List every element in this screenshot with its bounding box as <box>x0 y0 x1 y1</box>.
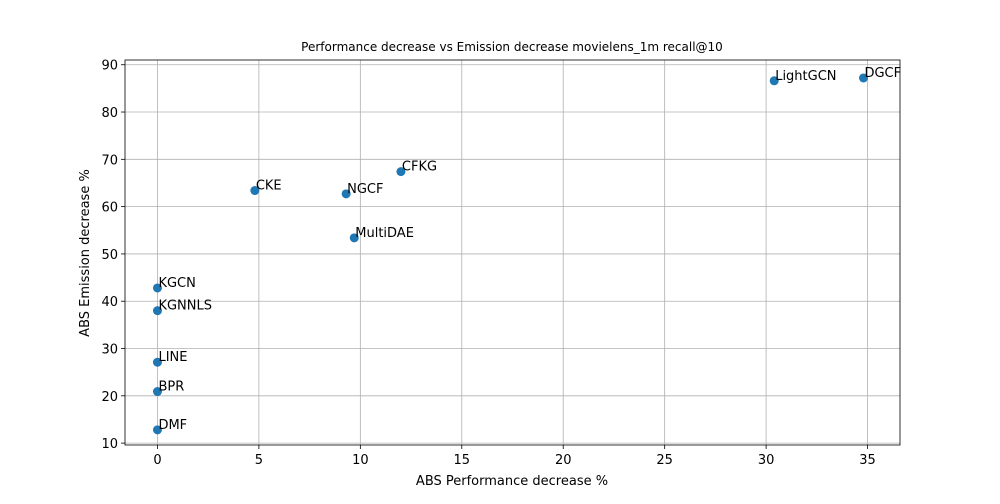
data-point <box>152 283 162 293</box>
axis-ticks: 0 5 10 15 20 25 30 35 10 20 30 40 50 60 70 80 90 <box>101 59 875 468</box>
x-axis-title: ABS Performance decrease % <box>416 474 608 489</box>
point-label: DMF <box>158 418 187 433</box>
point-label: CFKG <box>402 160 437 175</box>
chart-title: Performance decrease vs Emission decreas… <box>301 40 723 54</box>
point-label: KGNNLS <box>158 299 212 314</box>
point-label: LINE <box>158 350 187 365</box>
x-tick-label: 20 <box>555 453 572 468</box>
point-label: KGCN <box>158 276 195 291</box>
x-tick-label: 5 <box>255 453 263 468</box>
data-points <box>152 73 868 435</box>
y-tick-label: 90 <box>101 59 118 74</box>
point-labels: DGCF LightGCN CFKG CKE NGCF MultiDAE KGCN KGNNL… <box>158 66 901 433</box>
plot-frame <box>124 59 901 446</box>
data-point <box>341 189 351 199</box>
y-tick-label: 50 <box>101 248 118 263</box>
point-label: DGCF <box>864 66 901 81</box>
data-point <box>152 306 162 316</box>
data-point <box>349 233 359 243</box>
data-point <box>152 425 162 435</box>
data-point <box>769 76 779 86</box>
y-tick-label: 10 <box>101 437 118 452</box>
y-axis-title: ABS Emission decrease % <box>78 169 93 337</box>
y-tick-label: 30 <box>101 343 118 358</box>
x-tick-label: 0 <box>153 453 161 468</box>
y-tick-label: 80 <box>101 106 118 121</box>
data-point <box>152 357 162 367</box>
y-tick-label: 60 <box>101 201 118 216</box>
data-point <box>250 186 260 196</box>
point-label: MultiDAE <box>355 226 414 241</box>
point-label: CKE <box>256 179 282 194</box>
grid <box>125 60 900 445</box>
y-tick-label: 70 <box>101 153 118 168</box>
point-label: LightGCN <box>775 69 836 84</box>
x-tick-label: 30 <box>758 453 775 468</box>
x-tick-label: 35 <box>859 453 876 468</box>
y-tick-label: 40 <box>101 295 118 310</box>
x-tick-label: 10 <box>352 453 369 468</box>
y-tick-label: 20 <box>101 390 118 405</box>
data-point <box>396 167 406 177</box>
data-point <box>152 387 162 397</box>
x-tick-label: 15 <box>454 453 471 468</box>
point-label: BPR <box>158 380 184 395</box>
data-point <box>858 73 868 83</box>
point-label: NGCF <box>347 182 383 197</box>
x-tick-label: 25 <box>656 453 673 468</box>
